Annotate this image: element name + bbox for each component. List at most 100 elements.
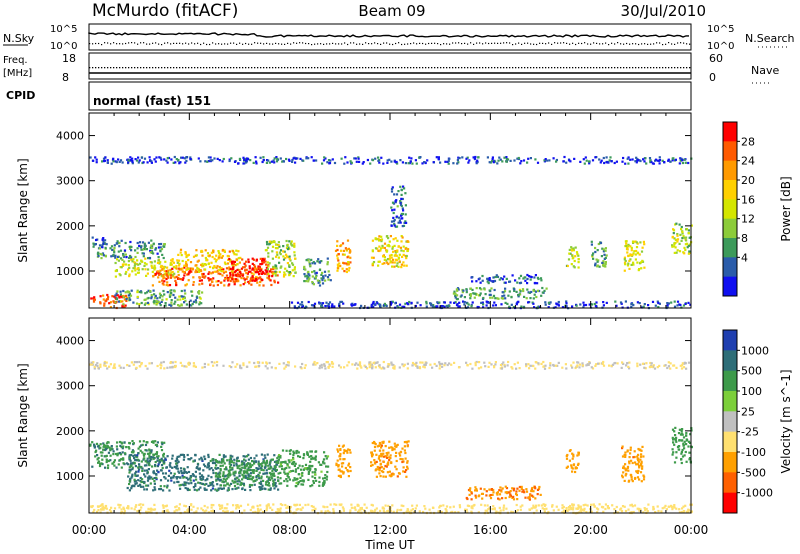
velocity-point	[642, 474, 645, 477]
power-point	[482, 306, 485, 309]
velocity-point	[137, 470, 140, 473]
nave-point	[401, 67, 403, 69]
power-point	[294, 271, 297, 274]
power-point	[116, 255, 120, 258]
power-point	[267, 252, 270, 255]
velocity-point	[533, 485, 536, 489]
power-point	[658, 156, 661, 159]
power-point	[166, 275, 169, 278]
velocity-point	[112, 450, 115, 453]
nave-point	[647, 67, 649, 69]
velocity-point	[141, 478, 144, 481]
nave-point	[614, 67, 616, 69]
power-point	[405, 264, 408, 267]
power-point	[246, 275, 249, 278]
power-point	[674, 223, 677, 226]
power-point	[293, 254, 296, 257]
power-point	[390, 220, 394, 223]
nsearch-point	[560, 42, 562, 44]
power-point	[672, 157, 675, 160]
velocity-point	[542, 360, 545, 364]
velocity-point	[160, 445, 163, 448]
velocity-point	[649, 361, 652, 365]
power-point	[208, 271, 211, 274]
velocity-point	[640, 449, 643, 452]
velocity-point	[222, 364, 225, 367]
power-point	[245, 268, 248, 271]
power-point	[244, 264, 247, 267]
power-point	[391, 265, 394, 268]
power-point	[568, 248, 571, 251]
nsearch-point	[488, 42, 490, 45]
velocity-point	[272, 484, 275, 487]
power-point	[510, 303, 513, 306]
power-point	[278, 251, 281, 254]
velocity-point	[323, 451, 326, 454]
velocity-point	[163, 460, 166, 463]
velocity-point	[270, 476, 273, 479]
power-point	[474, 155, 477, 159]
velocity-point	[181, 453, 184, 456]
power-point	[463, 303, 466, 306]
velocity-point	[536, 493, 539, 496]
power-point	[641, 246, 644, 249]
power-point	[402, 253, 405, 256]
velocity-point	[465, 496, 468, 500]
nsearch-point	[140, 42, 142, 44]
power-point	[329, 279, 332, 282]
velocity-point	[295, 452, 298, 455]
power-point	[497, 159, 500, 162]
power-point	[296, 157, 299, 160]
power-point	[636, 261, 639, 264]
velocity-point	[288, 461, 291, 464]
power-point	[276, 247, 279, 250]
power-point	[643, 160, 646, 163]
power-point	[147, 241, 150, 244]
power-point	[131, 162, 134, 165]
power-point	[199, 297, 202, 300]
velocity-point	[565, 367, 568, 370]
power-point	[119, 257, 123, 260]
velocity-point	[108, 365, 111, 368]
nsearch-point	[659, 42, 661, 44]
velocity-point	[680, 452, 683, 455]
power-point	[369, 162, 372, 165]
power-point	[320, 273, 323, 276]
velocity-point	[680, 450, 683, 454]
velocity-point	[138, 463, 141, 466]
nave-point	[500, 67, 502, 69]
power-point	[626, 251, 629, 254]
freq-unit: [MHz]	[3, 68, 32, 79]
power-point	[661, 159, 664, 162]
velocity-point	[110, 447, 113, 450]
velocity-point	[557, 361, 560, 364]
nave-point	[482, 67, 484, 69]
power-point	[326, 304, 329, 307]
nsearch-point	[623, 43, 625, 45]
velocity-point	[173, 465, 176, 469]
velocity-point	[249, 456, 252, 460]
nsearch-point	[98, 42, 100, 45]
nsearch-point	[395, 42, 397, 45]
power-point	[225, 267, 229, 270]
power-point	[481, 279, 484, 282]
velocity-point	[529, 494, 532, 497]
nsearch-point	[374, 42, 376, 44]
velocity-point	[216, 483, 219, 486]
velocity-point	[142, 457, 146, 460]
power-point	[250, 277, 253, 280]
velocity-point	[152, 471, 155, 474]
velocity-point	[255, 467, 258, 470]
nsearch-point	[95, 42, 97, 45]
power-point	[681, 230, 684, 233]
velocity-point	[239, 366, 242, 369]
velocity-point	[210, 489, 213, 492]
power-point	[222, 157, 225, 161]
power-point	[168, 284, 172, 287]
power-point	[686, 246, 689, 249]
velocity-point	[248, 361, 251, 364]
power-point	[284, 256, 287, 260]
power-point	[143, 303, 146, 306]
velocity-point	[223, 468, 226, 471]
velocity-point	[673, 461, 677, 464]
